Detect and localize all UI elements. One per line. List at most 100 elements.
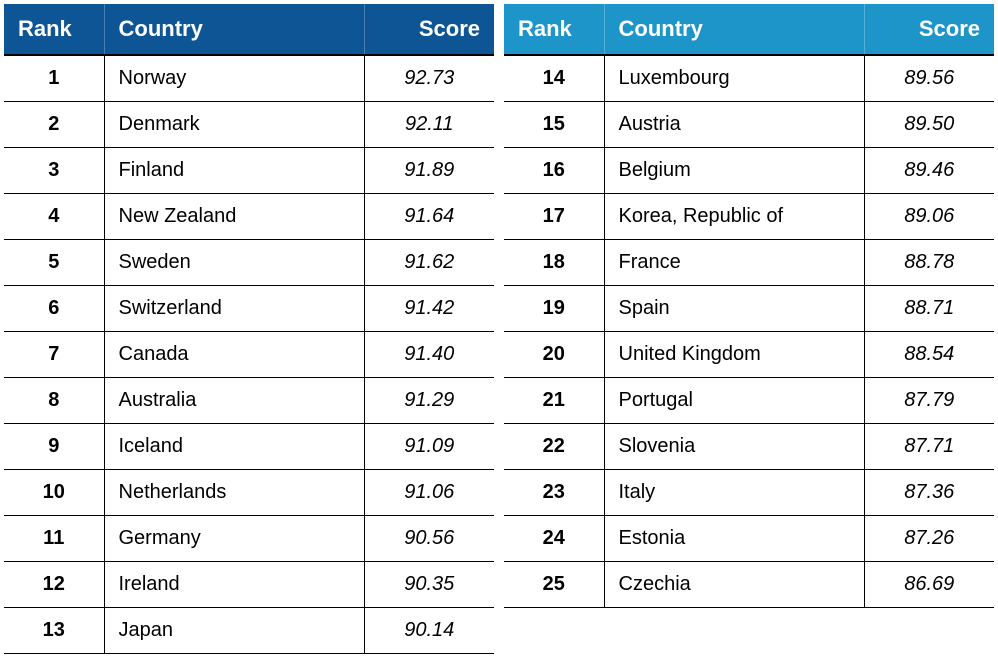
cell-country: France: [604, 240, 864, 286]
cell-country: Iceland: [104, 424, 364, 470]
right-ranking-table: Rank Country Score 14Luxembourg89.5615Au…: [504, 4, 994, 608]
cell-rank: 15: [504, 102, 604, 148]
cell-rank: 21: [504, 378, 604, 424]
cell-score: 89.46: [864, 148, 994, 194]
cell-rank: 11: [4, 516, 104, 562]
table-header-row: Rank Country Score: [504, 4, 994, 55]
cell-country: Luxembourg: [604, 55, 864, 102]
cell-country: Netherlands: [104, 470, 364, 516]
table-row: 25Czechia86.69: [504, 562, 994, 608]
cell-rank: 4: [4, 194, 104, 240]
cell-score: 89.50: [864, 102, 994, 148]
table-row: 10Netherlands91.06: [4, 470, 494, 516]
cell-country: United Kingdom: [604, 332, 864, 378]
cell-rank: 17: [504, 194, 604, 240]
table-header-row: Rank Country Score: [4, 4, 494, 55]
cell-score: 87.36: [864, 470, 994, 516]
table-row: 19Spain88.71: [504, 286, 994, 332]
cell-country: Finland: [104, 148, 364, 194]
col-header-score: Score: [864, 4, 994, 55]
cell-score: 87.26: [864, 516, 994, 562]
cell-country: Germany: [104, 516, 364, 562]
table-row: 7Canada91.40: [4, 332, 494, 378]
table-row: 22Slovenia87.71: [504, 424, 994, 470]
cell-score: 90.14: [364, 608, 494, 654]
cell-score: 92.11: [364, 102, 494, 148]
cell-country: Belgium: [604, 148, 864, 194]
cell-country: Estonia: [604, 516, 864, 562]
cell-score: 90.56: [364, 516, 494, 562]
cell-country: Slovenia: [604, 424, 864, 470]
cell-score: 91.29: [364, 378, 494, 424]
cell-rank: 2: [4, 102, 104, 148]
cell-country: Denmark: [104, 102, 364, 148]
cell-country: Spain: [604, 286, 864, 332]
cell-score: 86.69: [864, 562, 994, 608]
cell-score: 88.78: [864, 240, 994, 286]
cell-country: Austria: [604, 102, 864, 148]
table-row: 16Belgium89.46: [504, 148, 994, 194]
cell-country: Portugal: [604, 378, 864, 424]
cell-rank: 7: [4, 332, 104, 378]
cell-score: 91.09: [364, 424, 494, 470]
table-row: 13Japan90.14: [4, 608, 494, 654]
cell-score: 87.79: [864, 378, 994, 424]
cell-score: 91.40: [364, 332, 494, 378]
cell-country: Switzerland: [104, 286, 364, 332]
cell-score: 91.64: [364, 194, 494, 240]
cell-rank: 1: [4, 55, 104, 102]
cell-score: 87.71: [864, 424, 994, 470]
cell-score: 91.06: [364, 470, 494, 516]
table-row: 4New Zealand91.64: [4, 194, 494, 240]
left-ranking-table: Rank Country Score 1Norway92.732Denmark9…: [4, 4, 494, 654]
cell-score: 91.62: [364, 240, 494, 286]
cell-rank: 8: [4, 378, 104, 424]
table-row: 5Sweden91.62: [4, 240, 494, 286]
table-row: 9Iceland91.09: [4, 424, 494, 470]
cell-rank: 19: [504, 286, 604, 332]
cell-score: 88.54: [864, 332, 994, 378]
cell-rank: 12: [4, 562, 104, 608]
table-row: 6Switzerland91.42: [4, 286, 494, 332]
cell-score: 90.35: [364, 562, 494, 608]
cell-country: New Zealand: [104, 194, 364, 240]
cell-country: Canada: [104, 332, 364, 378]
cell-country: Australia: [104, 378, 364, 424]
cell-rank: 5: [4, 240, 104, 286]
left-ranking-panel: Rank Country Score 1Norway92.732Denmark9…: [4, 4, 494, 654]
cell-country: Italy: [604, 470, 864, 516]
table-row: 20United Kingdom88.54: [504, 332, 994, 378]
cell-rank: 18: [504, 240, 604, 286]
cell-country: Sweden: [104, 240, 364, 286]
col-header-country: Country: [604, 4, 864, 55]
col-header-rank: Rank: [4, 4, 104, 55]
cell-rank: 20: [504, 332, 604, 378]
cell-rank: 25: [504, 562, 604, 608]
cell-score: 92.73: [364, 55, 494, 102]
cell-country: Japan: [104, 608, 364, 654]
cell-rank: 6: [4, 286, 104, 332]
table-row: 11Germany90.56: [4, 516, 494, 562]
cell-rank: 14: [504, 55, 604, 102]
table-row: 24Estonia87.26: [504, 516, 994, 562]
col-header-rank: Rank: [504, 4, 604, 55]
cell-rank: 10: [4, 470, 104, 516]
cell-rank: 9: [4, 424, 104, 470]
table-row: 15Austria89.50: [504, 102, 994, 148]
cell-score: 89.56: [864, 55, 994, 102]
table-row: 2Denmark92.11: [4, 102, 494, 148]
cell-rank: 22: [504, 424, 604, 470]
col-header-score: Score: [364, 4, 494, 55]
col-header-country: Country: [104, 4, 364, 55]
table-row: 8Australia91.29: [4, 378, 494, 424]
cell-country: Ireland: [104, 562, 364, 608]
cell-country: Norway: [104, 55, 364, 102]
cell-rank: 16: [504, 148, 604, 194]
cell-country: Czechia: [604, 562, 864, 608]
table-row: 3Finland91.89: [4, 148, 494, 194]
cell-rank: 3: [4, 148, 104, 194]
cell-rank: 24: [504, 516, 604, 562]
cell-rank: 13: [4, 608, 104, 654]
cell-score: 91.42: [364, 286, 494, 332]
table-row: 17Korea, Republic of89.06: [504, 194, 994, 240]
